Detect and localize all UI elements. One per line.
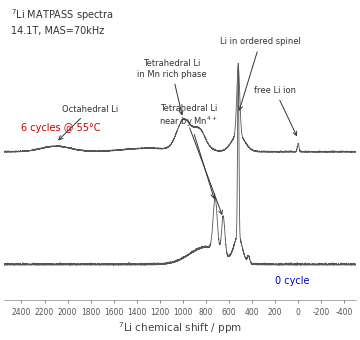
Text: free Li ion: free Li ion <box>254 86 297 136</box>
Text: Tetrahedral Li
near by Mn$^{4+}$: Tetrahedral Li near by Mn$^{4+}$ <box>159 104 218 198</box>
Text: 0 cycle: 0 cycle <box>275 276 310 286</box>
Text: 6 cycles @ 55°C: 6 cycles @ 55°C <box>22 123 101 133</box>
Text: Tetrahedral Li
in Mn rich phase: Tetrahedral Li in Mn rich phase <box>136 59 206 115</box>
Text: Octahedral Li: Octahedral Li <box>59 105 118 140</box>
X-axis label: $^{7}$Li chemical shift / ppm: $^{7}$Li chemical shift / ppm <box>118 320 242 336</box>
Text: Li in ordered spinel: Li in ordered spinel <box>220 37 301 110</box>
Text: $^{7}$Li MATPASS spectra
14.1T, MAS=70kHz: $^{7}$Li MATPASS spectra 14.1T, MAS=70kH… <box>11 7 114 36</box>
